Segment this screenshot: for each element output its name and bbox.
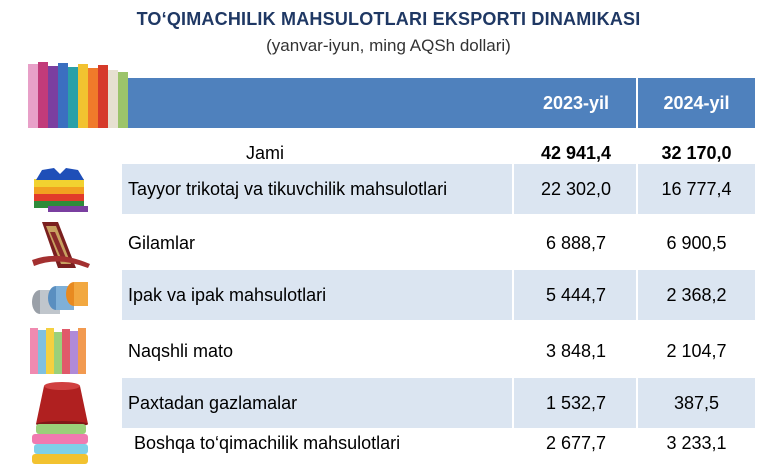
value-2023: 1 532,7 [545,393,607,413]
towel-stack-icon [32,424,88,464]
row-label: Tayyor trikotaj va tikuvchilik mahsulotl… [128,179,448,199]
table-row: Tayyor trikotaj va tikuvchilik mahsulotl… [122,164,755,214]
table-row: Gilamlar 6 888,7 6 900,5 [122,218,755,268]
value-2023: 6 888,7 [545,233,607,253]
value-2024: 6 900,5 [666,233,727,253]
table-row-total: Jami 42 941,4 32 170,0 [122,128,755,178]
cell-divider [512,270,514,320]
value-2024: 32 170,0 [661,143,732,163]
column-header-2023: 2023-yil [542,93,610,113]
folded-clothes-icon [34,168,88,212]
value-2024: 2 368,2 [666,285,727,305]
column-header-2024: 2024-yil [663,93,730,113]
carpet-icon [32,222,90,268]
fabric-bundle-icon [28,62,128,128]
value-2024: 2 104,7 [666,341,727,361]
row-label: Jami [246,143,285,163]
row-label: Boshqa to‘qimachilik mahsulotlari [134,433,401,453]
fabric-rolls-icon [32,282,88,314]
value-2023: 3 848,1 [545,341,607,361]
table-row: Boshqa to‘qimachilik mahsulotlari 2 677,… [122,418,755,468]
value-2024: 387,5 [673,393,720,413]
row-label: Ipak va ipak mahsulotlari [128,285,327,305]
cell-divider [636,270,638,320]
table-header [122,78,755,128]
header-divider [636,78,638,128]
value-2023: 22 302,0 [540,179,612,199]
value-2023: 5 444,7 [545,285,607,305]
cell-divider [512,164,514,214]
patterned-fabric-icon [30,328,86,374]
row-label: Paxtadan gazlamalar [128,393,298,413]
value-2023: 42 941,4 [540,143,612,163]
table-row: Naqshli mato 3 848,1 2 104,7 [122,326,755,376]
value-2024: 16 777,4 [661,179,732,199]
value-2024: 3 233,1 [666,433,727,453]
yarn-cone-icon [36,382,88,427]
row-label: Gilamlar [128,233,196,253]
cell-divider [512,378,514,428]
cell-divider [636,378,638,428]
chart-subtitle: (yanvar-iyun, ming AQSh dollari) [266,36,511,55]
value-2023: 2 677,7 [545,433,607,453]
row-label: Naqshli mato [128,341,234,361]
chart-title: TO‘QIMACHILIK MAHSULOTLARI EKSPORTI DINA… [136,9,641,29]
table-row: Ipak va ipak mahsulotlari 5 444,7 2 368,… [122,270,755,320]
cell-divider [636,164,638,214]
table-row: Paxtadan gazlamalar 1 532,7 387,5 [122,378,755,428]
